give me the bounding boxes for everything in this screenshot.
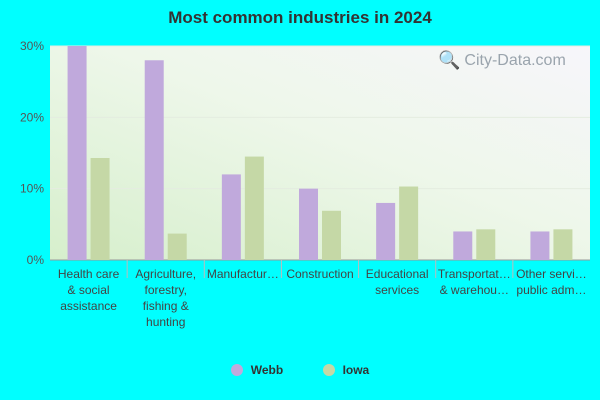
bar-iowa[interactable] bbox=[167, 233, 187, 260]
watermark-text: City-Data.com bbox=[464, 51, 566, 69]
chart-title: Most common industries in 2024 bbox=[168, 8, 432, 27]
y-tick-label: 10% bbox=[20, 182, 44, 196]
x-category-label: Manufactur… bbox=[207, 267, 279, 281]
bar-iowa[interactable] bbox=[322, 210, 341, 260]
legend-swatch-webb bbox=[230, 364, 243, 376]
legend-label-webb: Webb bbox=[250, 363, 284, 377]
bar-webb[interactable] bbox=[376, 202, 396, 260]
x-category-label: Educational services bbox=[366, 267, 429, 297]
bar-webb[interactable] bbox=[453, 231, 473, 260]
bar-webb[interactable] bbox=[530, 231, 550, 260]
bar-webb[interactable] bbox=[144, 60, 164, 261]
bar-webb[interactable] bbox=[221, 174, 241, 260]
x-category-label: Construction bbox=[286, 267, 353, 281]
x-category-label: Health care & social assistance bbox=[58, 267, 120, 313]
bar-iowa[interactable] bbox=[399, 186, 419, 260]
legend-item-iowa: Iowa bbox=[322, 363, 370, 377]
legend-label-iowa: Iowa bbox=[342, 363, 370, 377]
legend: Webb Iowa bbox=[0, 363, 600, 379]
x-category-label: Transportat… & warehou… bbox=[438, 267, 511, 297]
plot-area bbox=[50, 46, 590, 260]
legend-item-webb: Webb bbox=[230, 363, 284, 377]
bar-iowa[interactable] bbox=[244, 156, 264, 260]
watermark: 🔍 City-Data.com bbox=[438, 50, 566, 71]
bar-webb[interactable] bbox=[299, 188, 318, 260]
legend-swatch-iowa bbox=[322, 364, 335, 376]
x-category-label: Other servi… public adm… bbox=[516, 267, 587, 297]
bar-webb[interactable] bbox=[67, 46, 87, 260]
bar-iowa[interactable] bbox=[553, 229, 573, 260]
y-tick-label: 0% bbox=[27, 253, 45, 267]
magnifier-icon: 🔍 bbox=[438, 50, 461, 70]
y-tick-label: 20% bbox=[20, 110, 44, 124]
x-category-label: Agriculture, forestry, fishing & hunting bbox=[135, 267, 196, 329]
bar-iowa[interactable] bbox=[476, 229, 496, 260]
bar-iowa[interactable] bbox=[90, 157, 110, 260]
y-tick-label: 30% bbox=[20, 39, 44, 53]
